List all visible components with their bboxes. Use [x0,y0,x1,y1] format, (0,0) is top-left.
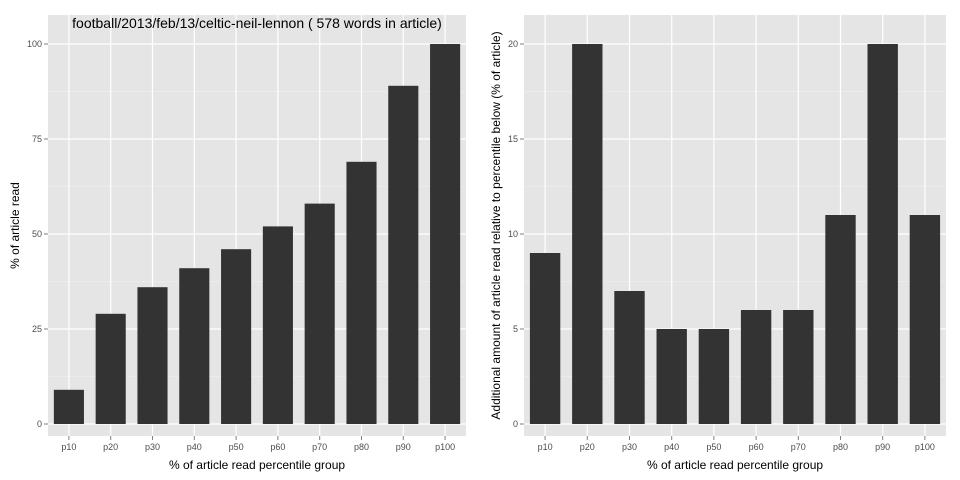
x-tick-label: p70 [312,442,327,452]
bar-p40 [656,329,687,424]
x-axis-label: % of article read percentile group [647,458,823,472]
x-tick-label: p20 [103,442,118,452]
x-tick-label: p50 [706,442,721,452]
x-tick-label: p80 [354,442,369,452]
y-tick-label: 75 [32,134,42,144]
bar-p60 [262,226,293,424]
x-tick-label: p90 [396,442,411,452]
x-tick-label: p10 [538,442,553,452]
y-tick-label: 50 [32,229,42,239]
bar-p100 [909,215,941,424]
y-axis-label: Additional amount of article read relati… [489,31,503,419]
y-tick-label: 20 [508,39,518,49]
y-tick-label: 0 [37,419,42,429]
y-tick-label: 100 [27,39,42,49]
x-tick-label: p100 [915,442,935,452]
x-tick-label: p10 [61,442,76,452]
bar-p20 [95,313,126,424]
y-tick-label: 0 [513,419,518,429]
bar-p20 [572,44,603,424]
y-tick-label: 15 [508,134,518,144]
y-tick-label: 10 [508,229,518,239]
bar-p60 [740,310,772,424]
bar-p10 [53,389,84,424]
x-tick-label: p100 [435,442,455,452]
bar-p70 [783,310,814,424]
y-tick-label: 5 [513,324,518,334]
bar-p50 [698,329,730,424]
bar-p30 [137,287,168,424]
bar-p100 [430,44,461,424]
bar-p40 [179,268,210,424]
x-tick-label: p60 [270,442,285,452]
x-tick-label: p40 [187,442,202,452]
bar-p50 [221,249,252,424]
x-tick-label: p40 [664,442,679,452]
x-tick-label: p80 [833,442,848,452]
x-tick-label: p50 [229,442,244,452]
x-tick-label: p20 [580,442,595,452]
x-tick-label: p60 [749,442,764,452]
bar-p80 [825,215,856,424]
x-tick-label: p30 [145,442,160,452]
bar-p90 [867,44,898,424]
chart-panel-1: 0 25 50 75 100 p10 p20 p30 p40 p50 p60 p70 p80 p90 p10… [8,15,466,472]
chart-panel-2: 0 5 10 15 20 p10 p20 p30 p40 p50 p60 p70 p80 p90 p100%… [489,15,946,472]
y-tick-label: 25 [32,324,42,334]
bar-p90 [388,85,419,425]
chart-title: football/2013/feb/13/celtic-neil-lennon … [72,15,442,31]
y-axis-label: % of article read [8,182,22,269]
x-tick-label: p90 [875,442,890,452]
bar-p70 [304,203,335,424]
bar-p80 [346,161,377,425]
bar-p30 [614,291,645,424]
x-tick-label: p30 [622,442,637,452]
bar-p10 [529,253,561,424]
x-axis-label: % of article read percentile group [169,458,345,472]
x-tick-label: p70 [791,442,806,452]
